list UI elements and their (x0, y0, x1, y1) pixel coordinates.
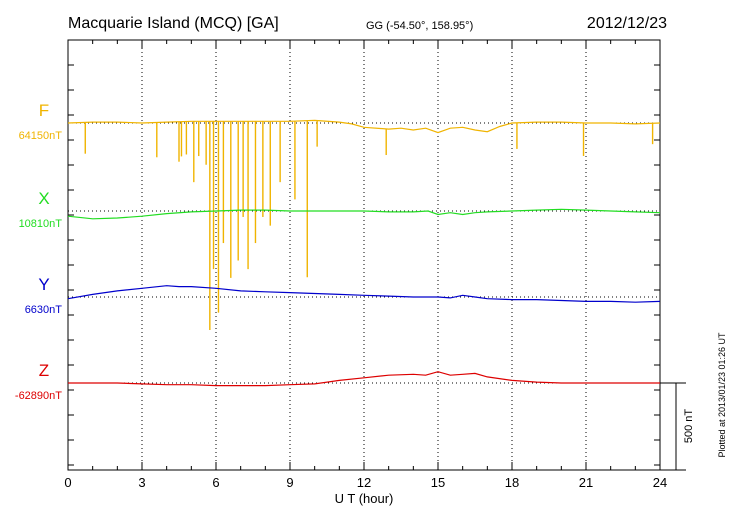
series-f-name: F (39, 101, 49, 120)
series-y-baseline-label: 6630nT (25, 304, 63, 316)
series-labels: F 64150nT X 10810nT Y 6630nT Z -62890nT (15, 101, 62, 402)
x-tick-label: 21 (579, 475, 593, 490)
series-x-line (67, 208, 661, 220)
series-group (67, 119, 661, 387)
x-tick-label: 0 (64, 475, 71, 490)
x-tick-label: 18 (505, 475, 519, 490)
series-z-baseline-label: -62890nT (15, 390, 62, 402)
x-tick-label: 24 (653, 475, 667, 490)
date-label: 2012/12/23 (587, 15, 667, 32)
x-axis-label: U T (hour) (335, 491, 394, 506)
station-title: Macquarie Island (MCQ) [GA] (68, 15, 279, 32)
series-z-name: Z (39, 361, 49, 380)
series-y-line (67, 285, 661, 303)
series-x-baseline-label: 10810nT (19, 218, 63, 230)
x-tick-label: 15 (431, 475, 445, 490)
series-z-line (68, 371, 660, 387)
grid (68, 40, 660, 470)
axis-ticks: 0 3 6 9 12 15 18 21 24 (64, 40, 667, 490)
x-tick-label: 6 (212, 475, 219, 490)
x-tick-label: 3 (138, 475, 145, 490)
x-tick-label: 12 (357, 475, 371, 490)
series-f-baseline-label: 64150nT (19, 130, 63, 142)
series-y-name: Y (38, 275, 49, 294)
coordinates-label: GG (-54.50°, 158.95°) (366, 20, 473, 32)
series-x-name: X (38, 189, 49, 208)
x-tick-label: 9 (286, 475, 293, 490)
series-f-line (67, 119, 661, 134)
plotted-note: Plotted at 2013/01/23 01:26 UT (717, 332, 727, 458)
scale-bar-label: 500 nT (683, 409, 695, 444)
scale-bar: 500 nT (660, 382, 695, 471)
